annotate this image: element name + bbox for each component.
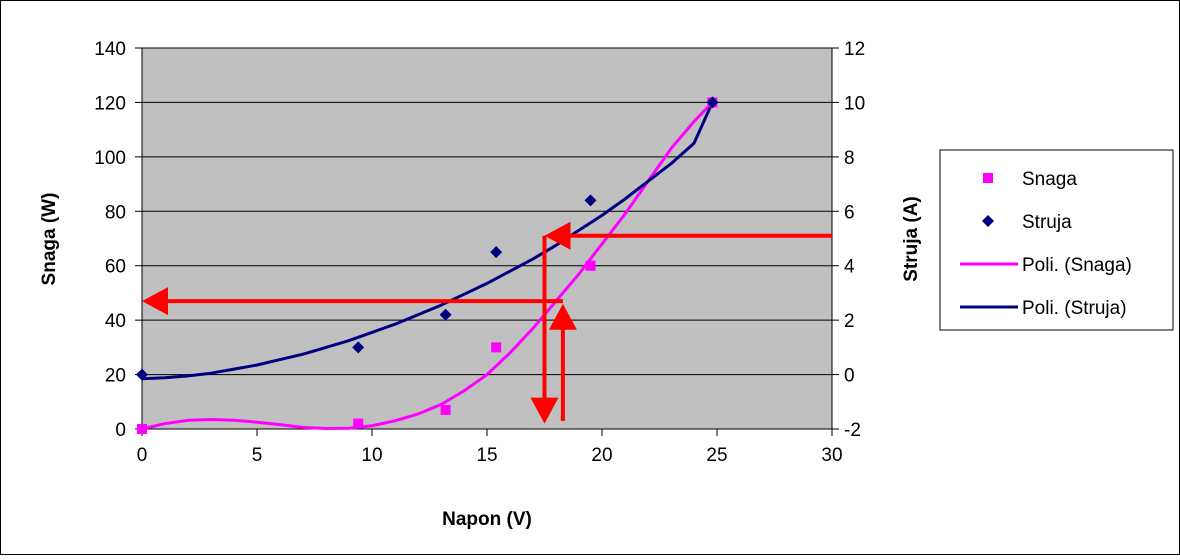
- annotation-2: [530, 260, 559, 424]
- series-1-point-0: [136, 368, 148, 381]
- legend-entry-0: Snaga: [983, 169, 1077, 190]
- y-right-tick-label-2: 2: [844, 311, 855, 332]
- legend-entry-3: Poli. (Struja): [960, 298, 1127, 319]
- x-tick-label-4: 20: [591, 445, 612, 466]
- y-right-tick-label-4: 6: [844, 202, 855, 223]
- series-1-point-3: [490, 246, 503, 259]
- annotation-5-head: [548, 303, 577, 330]
- y-left-tick-label-1: 20: [105, 366, 126, 387]
- series-1: [136, 96, 719, 381]
- series-3: [141, 101, 714, 381]
- x-tick-label-3: 15: [476, 445, 497, 466]
- y-right-tick-label-0: -2: [844, 420, 861, 441]
- plot-area: [141, 47, 833, 430]
- x-tick-label-0: 0: [137, 445, 148, 466]
- series-1-point-2: [439, 308, 452, 321]
- series-0-point-1: [353, 418, 364, 429]
- annotations: [142, 221, 832, 424]
- series-0-point-2: [440, 404, 451, 415]
- annotation-4-head: [142, 287, 168, 316]
- y-left-tick-label-5: 100: [94, 148, 126, 169]
- annotation-2-head: [530, 397, 559, 424]
- y-right-tick-label-6: 10: [844, 93, 865, 114]
- series-0-point-0: [137, 424, 147, 434]
- series-1-point-4: [584, 194, 597, 207]
- series: [136, 96, 719, 434]
- legend: Snaga Struja Poli. (Snaga) Poli. (Struja): [939, 149, 1174, 331]
- x-tick-label-5: 25: [706, 445, 727, 466]
- x-tick-label-6: 30: [821, 445, 842, 466]
- legend-label-1: Struja: [1022, 212, 1072, 233]
- series-1-point-5: [706, 96, 719, 109]
- legend-swatch-1: [982, 215, 994, 227]
- y-left-tick-label-4: 80: [105, 202, 126, 223]
- y-left-tick-label-6: 120: [94, 93, 126, 114]
- series-1-point-1: [352, 341, 365, 354]
- annotation-5: [548, 303, 577, 421]
- y-left-tick-label-0: 0: [115, 420, 126, 441]
- annotation-4: [142, 287, 545, 316]
- axes: 0 5 10 15 20 25 30 0 20 40 60 80 100 120 140 -2 0 2 4 6 8 10 1…: [94, 39, 865, 466]
- series-3-line: [141, 101, 714, 381]
- legend-box: [939, 149, 1174, 331]
- y-right-tick-label-3: 4: [844, 257, 855, 278]
- legend-label-3: Poli. (Struja): [1022, 298, 1127, 319]
- y-right-tick-label-1: 0: [844, 366, 855, 387]
- annotation-0: [544, 221, 832, 250]
- series-2: [141, 101, 714, 431]
- y-left-tick-label-3: 60: [105, 257, 126, 278]
- x-axis-title: Napon (V): [442, 509, 532, 530]
- x-tick-label-2: 10: [361, 445, 382, 466]
- series-2-line: [141, 101, 714, 431]
- y-left-axis-title: Snaga (W): [39, 193, 60, 286]
- annotation-0-head: [544, 221, 571, 250]
- y-right-tick-label-5: 8: [844, 148, 855, 169]
- legend-label-0: Snaga: [1022, 169, 1077, 190]
- legend-entry-2: Poli. (Snaga): [960, 255, 1132, 276]
- series-0-point-3: [491, 342, 502, 353]
- series-0-point-4: [585, 260, 596, 271]
- legend-entry-1: Struja: [982, 212, 1072, 233]
- y-left-tick-label-2: 40: [105, 311, 126, 332]
- legend-swatch-0: [983, 173, 993, 183]
- y-right-tick-label-7: 12: [844, 39, 865, 60]
- y-left-tick-label-7: 140: [94, 39, 126, 60]
- x-tick-label-1: 5: [252, 445, 263, 466]
- y-right-axis-title: Struja (A): [901, 196, 922, 282]
- legend-label-2: Poli. (Snaga): [1022, 255, 1132, 276]
